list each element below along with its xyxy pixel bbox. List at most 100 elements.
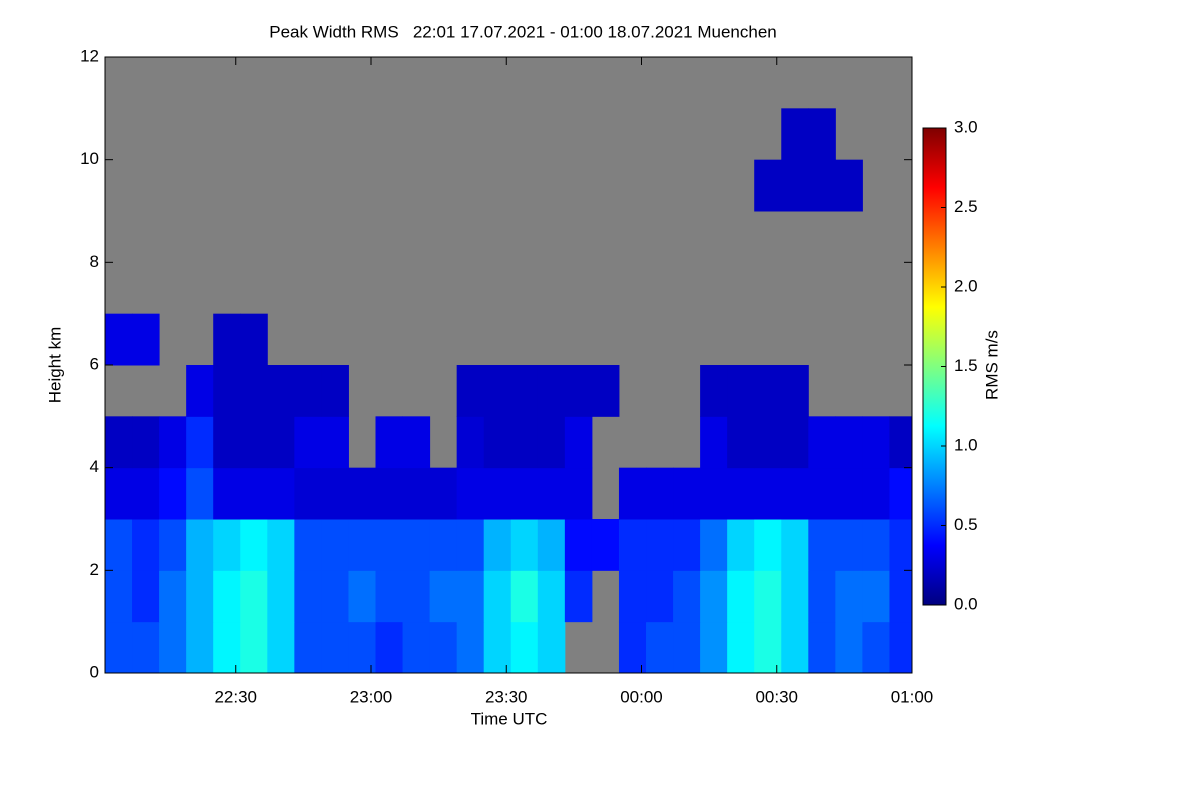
heat-cell [429, 519, 458, 571]
heat-cell [159, 621, 187, 673]
heat-cell [186, 519, 214, 571]
heat-cell [808, 416, 836, 469]
y-tick-label: 8 [90, 252, 99, 271]
heat-cell [213, 313, 241, 366]
heat-cell [267, 519, 295, 571]
heat-cell [240, 570, 268, 623]
y-tick-label: 10 [80, 149, 99, 168]
heat-cell [510, 621, 539, 673]
heat-cell [132, 416, 160, 469]
heat-cell [240, 416, 268, 469]
heat-cell [240, 467, 268, 520]
heat-cell [348, 570, 377, 623]
heat-cell [537, 570, 566, 623]
heat-cell [483, 416, 512, 469]
heat-cell [294, 365, 322, 417]
heat-cell [321, 416, 349, 469]
heat-cell [808, 159, 836, 212]
heat-cell [240, 365, 268, 417]
heat-cell [510, 416, 539, 469]
heat-cell [808, 570, 836, 623]
heat-cell [267, 621, 295, 673]
heat-cell [267, 467, 295, 520]
heatmap [105, 57, 912, 673]
x-tick-label: 22:30 [214, 687, 257, 706]
heat-cell [159, 467, 187, 520]
x-tick-label: 00:30 [755, 687, 798, 706]
heat-cell [889, 467, 912, 520]
heat-cell [402, 416, 431, 469]
heat-cell [105, 467, 133, 520]
heat-cell [862, 467, 890, 520]
y-tick-label: 6 [90, 354, 99, 373]
x-tick-label: 23:30 [485, 687, 528, 706]
heat-cell [537, 519, 566, 571]
heat-cell [618, 621, 647, 673]
colorbar-tick-label: 2.5 [954, 197, 978, 216]
heat-cell [294, 621, 322, 673]
heat-cell [781, 365, 809, 417]
colorbar-tick-label: 1.5 [954, 356, 978, 375]
heat-cell [267, 416, 295, 469]
heat-cell [105, 621, 133, 673]
heat-cell [835, 519, 863, 571]
y-tick-label: 0 [90, 662, 99, 681]
heat-cell [159, 519, 187, 571]
heat-cell [591, 365, 620, 417]
heat-cell [862, 621, 890, 673]
colorbar-label: RMS m/s [982, 330, 1001, 400]
heat-cell [483, 570, 512, 623]
colorbar-tick-label: 0.0 [954, 594, 978, 613]
heat-cell [700, 570, 728, 623]
heat-cell [402, 467, 431, 520]
heat-cell [673, 621, 701, 673]
heat-cell [618, 467, 647, 520]
heat-cell [835, 621, 863, 673]
heat-cell [727, 570, 755, 623]
heat-cell [889, 519, 912, 571]
heat-cell [267, 570, 295, 623]
heat-cell [537, 365, 566, 417]
heat-cell [294, 416, 322, 469]
heat-cell [240, 621, 268, 673]
heat-cell [240, 313, 268, 366]
heat-cell [456, 519, 485, 571]
heat-cell [781, 416, 809, 469]
heat-cell [754, 519, 782, 571]
heat-cell [754, 570, 782, 623]
heat-cell [700, 621, 728, 673]
heat-cell [159, 416, 187, 469]
heat-cell [754, 159, 782, 212]
heat-cell [186, 621, 214, 673]
heat-cell [673, 519, 701, 571]
heat-cell [781, 519, 809, 571]
heat-cell [618, 519, 647, 571]
heat-cell [375, 519, 404, 571]
heat-cell [808, 108, 836, 161]
heat-cell [727, 467, 755, 520]
colorbar-tick-label: 2.0 [954, 276, 978, 295]
heat-cell [700, 467, 728, 520]
heat-cell [781, 159, 809, 212]
x-tick-label: 01:00 [891, 687, 934, 706]
y-tick-label: 12 [80, 46, 99, 65]
heat-cell [186, 416, 214, 469]
heat-cell [429, 467, 458, 520]
heat-cell [537, 416, 566, 469]
heat-cell [483, 467, 512, 520]
heat-cell [321, 570, 349, 623]
colorbar-tick-label: 3.0 [954, 117, 978, 136]
heat-cell [240, 519, 268, 571]
heat-cell [105, 416, 133, 469]
heat-cell [402, 570, 431, 623]
heat-cell [727, 519, 755, 571]
heat-cell [213, 365, 241, 417]
heat-cell [456, 570, 485, 623]
y-tick-label: 2 [90, 560, 99, 579]
heat-cell [808, 519, 836, 571]
heat-cell [727, 621, 755, 673]
chart-title: Peak Width RMS 22:01 17.07.2021 - 01:00 … [269, 22, 777, 41]
heat-cell [186, 570, 214, 623]
heat-cell [132, 519, 160, 571]
heat-cell [213, 621, 241, 673]
